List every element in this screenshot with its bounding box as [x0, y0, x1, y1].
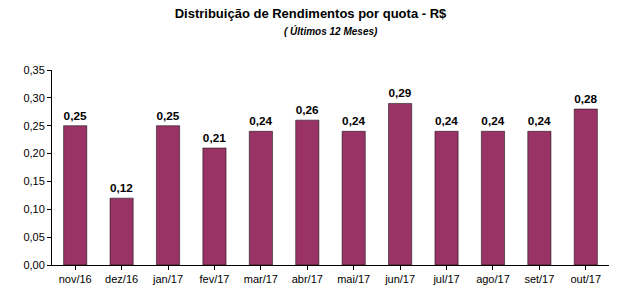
svg-text:0,24: 0,24 — [342, 114, 365, 127]
svg-text:0,28: 0,28 — [574, 92, 597, 105]
svg-text:0,21: 0,21 — [203, 131, 226, 144]
svg-text:jun/17: jun/17 — [384, 273, 415, 285]
svg-text:Distribuição de Rendimentos po: Distribuição de Rendimentos por quota - … — [175, 6, 447, 21]
svg-text:0,26: 0,26 — [296, 103, 319, 116]
svg-text:0,24: 0,24 — [435, 114, 458, 127]
svg-text:0,12: 0,12 — [110, 181, 133, 194]
svg-text:out/17: out/17 — [570, 273, 601, 285]
svg-text:0,24: 0,24 — [249, 114, 272, 127]
svg-text:mai/17: mai/17 — [337, 273, 370, 285]
svg-text:0,35: 0,35 — [23, 64, 44, 76]
svg-text:0,25: 0,25 — [64, 109, 87, 122]
svg-text:0,25: 0,25 — [156, 109, 179, 122]
svg-text:dez/16: dez/16 — [105, 273, 138, 285]
svg-text:0,24: 0,24 — [528, 114, 551, 127]
svg-text:jan/17: jan/17 — [152, 273, 183, 285]
svg-text:0,24: 0,24 — [481, 114, 504, 127]
svg-text:0,05: 0,05 — [23, 231, 44, 243]
svg-text:( Últimos 12 Meses): ( Últimos 12 Meses) — [284, 25, 378, 37]
svg-text:0,00: 0,00 — [23, 259, 44, 271]
svg-text:0,15: 0,15 — [23, 175, 44, 187]
svg-text:fev/17: fev/17 — [199, 273, 229, 285]
svg-text:0,30: 0,30 — [23, 92, 44, 104]
svg-text:mar/17: mar/17 — [244, 273, 278, 285]
svg-text:set/17: set/17 — [524, 273, 554, 285]
svg-text:ago/17: ago/17 — [476, 273, 510, 285]
svg-text:nov/16: nov/16 — [59, 273, 92, 285]
svg-text:0,20: 0,20 — [23, 147, 44, 159]
svg-text:0,10: 0,10 — [23, 203, 44, 215]
svg-text:0,29: 0,29 — [389, 86, 412, 99]
svg-text:0,25: 0,25 — [23, 120, 44, 132]
svg-text:jul/17: jul/17 — [432, 273, 459, 285]
svg-text:abr/17: abr/17 — [292, 273, 323, 285]
